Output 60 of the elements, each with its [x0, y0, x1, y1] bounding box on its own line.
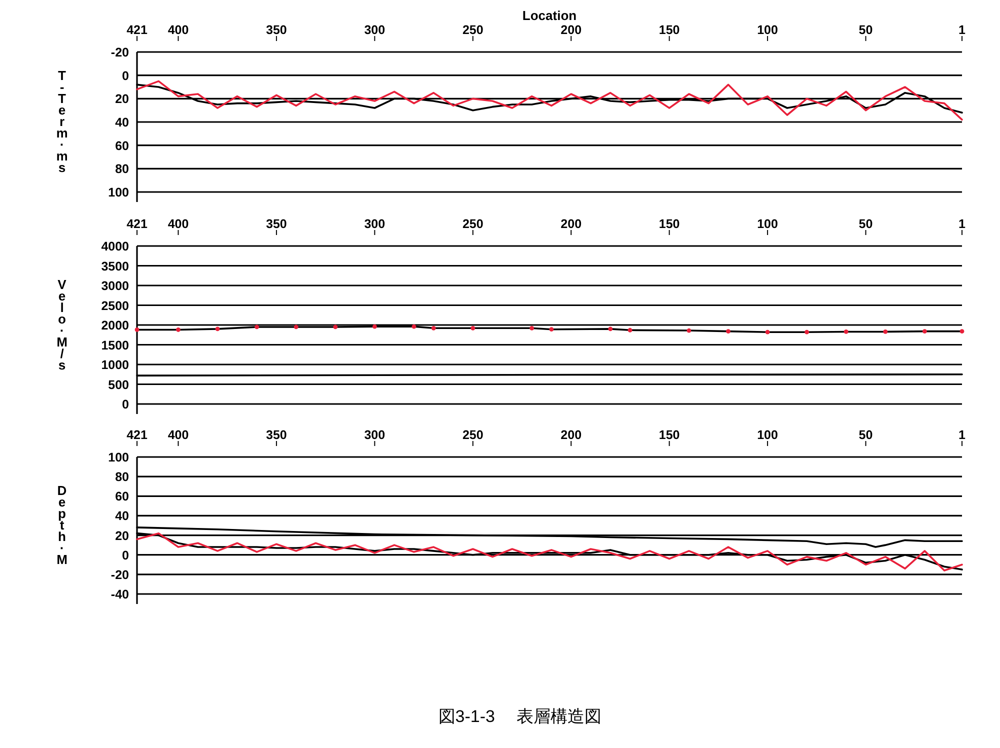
- y-tick-label: 0: [122, 398, 130, 412]
- x-tick-label: 1: [958, 217, 966, 231]
- y-tick-label: -20: [110, 568, 130, 582]
- y-tick-label: 80: [115, 162, 130, 176]
- y-axis-title: Depth·M: [56, 483, 68, 567]
- y-tick-label: 3500: [101, 259, 130, 274]
- y-tick-label: 1500: [101, 338, 130, 352]
- x-tick-label: 100: [757, 217, 778, 231]
- x-tick-label: 400: [168, 217, 189, 231]
- y-tick-label: 1000: [101, 358, 130, 372]
- text: T-Term·ms: [56, 68, 68, 175]
- y-tick-label: 3000: [101, 279, 130, 293]
- x-tick-label: 421: [126, 428, 148, 442]
- y-tick-label: 100: [108, 450, 130, 464]
- x-tick-label: 400: [168, 428, 189, 442]
- x-tick-label: 150: [658, 23, 680, 37]
- x-tick-label: 150: [658, 217, 680, 231]
- y-tick-label: 40: [115, 509, 130, 524]
- y-tick-label: 2500: [101, 298, 130, 313]
- x-tick-label: 250: [462, 217, 484, 231]
- y-tick-label: 20: [115, 528, 130, 543]
- y-tick-label: -20: [110, 46, 130, 60]
- x-tick-label: 1: [958, 23, 966, 37]
- y-tick-label: 100: [108, 186, 130, 200]
- x-axis-title: Location: [522, 8, 577, 23]
- x-tick-label: 421: [126, 217, 148, 231]
- x-tick-label: 300: [364, 428, 386, 442]
- y-tick-label: 0: [122, 548, 130, 562]
- line-series: [136, 80, 963, 121]
- x-tick-label: 350: [266, 23, 287, 37]
- x-tick-label: 250: [462, 23, 484, 37]
- y-tick-label: 500: [108, 378, 130, 392]
- y-tick-label: 4000: [101, 240, 130, 254]
- x-tick-label: 250: [462, 428, 484, 442]
- x-tick-label: 300: [364, 23, 386, 37]
- x-tick-label: 400: [168, 23, 189, 37]
- x-tick-label: 50: [858, 217, 873, 231]
- x-tick-label: 100: [757, 428, 778, 442]
- x-tick-label: 100: [757, 23, 778, 37]
- y-tick-label: 0: [122, 68, 130, 83]
- x-tick-label: 50: [858, 428, 873, 442]
- x-tick-label: 200: [560, 428, 582, 442]
- x-tick-label: 300: [364, 217, 386, 231]
- y-tick-label: 2000: [101, 318, 130, 332]
- caption: 図3-1-3 表層構造図: [438, 707, 602, 726]
- y-tick-label: 80: [115, 470, 130, 484]
- x-tick-label: 1: [958, 428, 966, 442]
- x-tick-label: 200: [560, 23, 582, 37]
- x-tick-label: 200: [560, 217, 582, 231]
- x-tick-label: 350: [266, 217, 287, 231]
- x-tick-label: 421: [126, 23, 148, 37]
- y-tick-label: -40: [110, 588, 130, 602]
- y-axis-title: Velo·M/s: [56, 276, 68, 372]
- x-tick-label: 350: [266, 428, 287, 442]
- y-tick-label: 60: [115, 138, 130, 153]
- x-tick-label: 150: [658, 428, 680, 442]
- y-tick-label: 40: [115, 116, 130, 130]
- x-tick-label: 50: [858, 23, 873, 37]
- y-tick-label: 60: [115, 490, 130, 504]
- y-tick-label: 20: [115, 92, 130, 106]
